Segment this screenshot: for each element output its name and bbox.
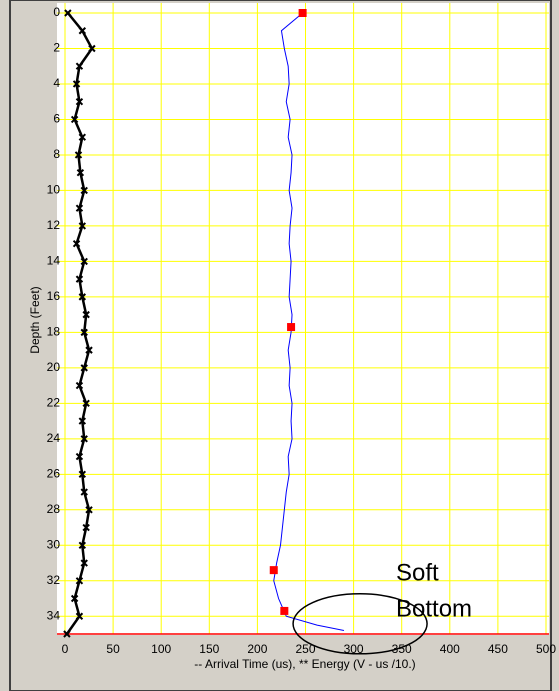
- energy-marker: [64, 9, 72, 17]
- pick-marker: [298, 9, 307, 17]
- x-tick-label: 250: [295, 642, 315, 656]
- energy-marker: [72, 80, 81, 88]
- x-axis-label: -- Arrival Time (us), ** Energy (V - us …: [194, 657, 415, 671]
- y-tick-label: 8: [53, 147, 60, 161]
- energy-marker: [78, 293, 87, 301]
- energy-marker: [75, 577, 84, 585]
- energy-marker: [75, 62, 84, 70]
- energy-marker: [75, 612, 84, 620]
- y-tick-label: 0: [53, 5, 60, 19]
- energy-marker: [80, 257, 88, 266]
- energy-marker: [63, 630, 71, 638]
- x-tick-label: 400: [440, 642, 460, 656]
- energy-marker: [75, 381, 84, 390]
- y-tick-label: 14: [47, 254, 61, 268]
- energy-marker: [75, 98, 84, 106]
- y-tick-label: 10: [47, 183, 61, 197]
- pick-marker: [287, 323, 296, 332]
- energy-marker: [75, 275, 84, 283]
- y-tick-label: 34: [47, 608, 61, 622]
- energy-marker: [75, 204, 84, 212]
- y-tick-label: 4: [53, 76, 60, 90]
- energy-marker: [78, 133, 87, 141]
- y-tick-label: 28: [47, 502, 61, 516]
- y-tick-label: 18: [47, 325, 61, 339]
- energy-marker: [80, 435, 88, 443]
- x-tick-label: 0: [62, 642, 69, 656]
- energy-marker: [75, 452, 84, 461]
- x-tick-label: 150: [199, 642, 219, 656]
- y-tick-label: 6: [53, 112, 60, 126]
- energy-marker: [74, 151, 83, 159]
- energy-marker: [85, 346, 93, 354]
- energy-marker: [80, 559, 88, 567]
- energy-marker: [78, 417, 87, 425]
- energy-marker: [82, 399, 90, 408]
- x-tick-label: 500: [536, 642, 556, 656]
- x-tick-label: 50: [106, 642, 120, 656]
- energy-marker: [80, 364, 88, 372]
- y-tick-label: 20: [47, 360, 61, 374]
- y-tick-label: 30: [47, 537, 61, 551]
- y-tick-label: 24: [47, 431, 61, 445]
- y-tick-label: 22: [47, 396, 61, 410]
- y-tick-label: 2: [53, 41, 60, 55]
- y-axis-label: Depth (Feet): [28, 286, 42, 353]
- x-tick-label: 200: [247, 642, 267, 656]
- y-tick-label: 26: [47, 466, 61, 480]
- annotation-text: Soft: [396, 559, 439, 586]
- x-tick-label: 100: [151, 642, 171, 656]
- frame: [9, 0, 552, 691]
- y-tick-label: 12: [47, 218, 61, 232]
- pick-marker: [269, 566, 278, 575]
- energy-marker: [76, 168, 85, 177]
- energy-marker: [80, 186, 88, 195]
- energy-marker: [72, 239, 81, 248]
- energy-marker: [82, 310, 90, 319]
- series-line: [273, 12, 345, 631]
- energy-marker: [88, 44, 96, 53]
- energy-marker: [80, 328, 88, 337]
- series-line: [65, 12, 94, 635]
- plot-area: [57, 3, 549, 635]
- pick-marker: [280, 606, 289, 615]
- energy-marker: [70, 115, 79, 124]
- annotation-text: Bottom: [396, 595, 472, 622]
- y-tick-label: 16: [47, 289, 61, 303]
- x-tick-label: 450: [488, 642, 508, 656]
- energy-marker: [70, 594, 79, 603]
- energy-marker: [78, 222, 87, 230]
- energy-marker: [82, 523, 90, 532]
- energy-marker: [80, 488, 88, 496]
- energy-marker: [78, 541, 87, 549]
- energy-marker: [78, 27, 87, 35]
- y-tick-label: 32: [47, 573, 61, 587]
- energy-marker: [78, 470, 87, 479]
- annotation-ellipse: [292, 593, 428, 655]
- energy-marker: [85, 506, 93, 514]
